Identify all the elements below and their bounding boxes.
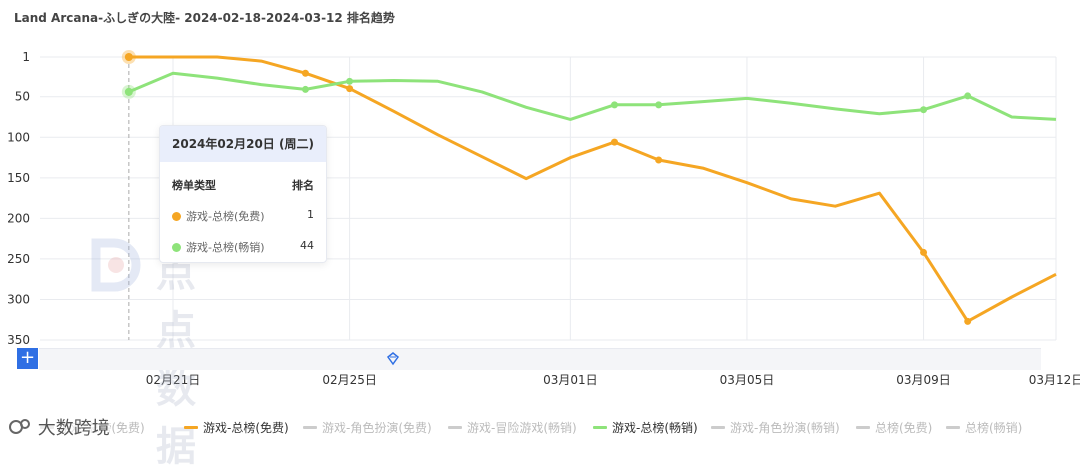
- legend-swatch: [593, 426, 607, 429]
- tooltip-col-type: 榜单类型: [172, 179, 216, 192]
- data-point: [964, 317, 972, 325]
- data-point: [346, 85, 354, 93]
- brand-logo-icon: [9, 419, 30, 434]
- legend-item[interactable]: 总榜(免费): [856, 419, 932, 436]
- legend-swatch: [303, 426, 317, 429]
- data-point: [346, 77, 354, 85]
- x-tick-label: 03月05日: [720, 373, 775, 387]
- legend-label: 游戏-总榜(免费): [203, 421, 289, 435]
- y-tick-label: 250: [7, 252, 30, 266]
- watermark: 点点数据: [88, 235, 196, 470]
- legend-label: 游戏-冒险游戏(畅销): [467, 421, 577, 435]
- tooltip-row-value: 44: [300, 239, 314, 252]
- legend-swatch: [856, 426, 870, 429]
- legend-label: 总榜(畅销): [965, 421, 1023, 435]
- chart-legend: 游戏-总榜(免费) 游戏-总榜(免费) 游戏-角色扮演(免费) 游戏-冒险游戏(…: [0, 412, 1080, 442]
- tooltip-col-rank: 排名: [292, 179, 314, 192]
- tooltip-row: 游戏-总榜(免费) 1: [172, 208, 314, 224]
- watermark-text: 点点数据: [156, 250, 198, 470]
- tooltip-row-label: 游戏-总榜(免费): [186, 210, 265, 223]
- legend-label: 游戏-角色扮演(免费): [322, 421, 432, 435]
- zoom-expand-button[interactable]: +: [17, 348, 38, 369]
- y-tick-label: 100: [7, 130, 30, 144]
- tooltip-date: 2024年02月20日 (周二): [160, 126, 326, 162]
- y-tick-label: 300: [7, 292, 30, 306]
- tooltip-row-label: 游戏-总榜(畅销): [186, 241, 265, 254]
- y-tick-label: 150: [7, 171, 30, 185]
- legend-item[interactable]: 游戏-角色扮演(免费): [303, 419, 432, 436]
- hover-point: [124, 53, 133, 61]
- tooltip-dot: [172, 212, 181, 221]
- legend-item[interactable]: 游戏-总榜(畅销): [593, 419, 698, 436]
- data-zoom-slider[interactable]: [39, 348, 1041, 370]
- legend-label: 游戏-角色扮演(畅销): [730, 421, 840, 435]
- x-tick-label: 03月12日: [1029, 373, 1080, 387]
- x-tick-label: 03月01日: [543, 373, 598, 387]
- data-point: [920, 106, 928, 114]
- tooltip-row-value: 1: [307, 208, 314, 221]
- data-point: [964, 92, 972, 100]
- legend-item[interactable]: 游戏-冒险游戏(畅销): [448, 419, 577, 436]
- chart-title: Land Arcana-ふしぎの大陸- 2024-02-18-2024-03-1…: [14, 11, 395, 25]
- brand-text: 大数跨境: [37, 418, 110, 439]
- legend-item[interactable]: 游戏-总榜(免费): [184, 419, 289, 436]
- tooltip-dot: [172, 243, 181, 252]
- series-line: [128, 55, 1057, 323]
- slider-handle-icon[interactable]: [386, 352, 400, 366]
- legend-label: 游戏-总榜(畅销): [612, 421, 698, 435]
- data-point: [301, 69, 309, 77]
- data-point: [611, 138, 618, 146]
- y-tick-label: 1: [22, 50, 30, 64]
- tooltip-header-row: 榜单类型 排名: [172, 177, 314, 193]
- x-tick-label: 03月09日: [896, 373, 951, 387]
- data-point: [655, 101, 663, 109]
- legend-swatch: [711, 426, 725, 429]
- hover-point: [124, 87, 133, 96]
- legend-swatch: [448, 426, 462, 429]
- data-point: [611, 101, 618, 109]
- data-point: [920, 248, 928, 256]
- tooltip-row: 游戏-总榜(畅销) 44: [172, 239, 314, 255]
- brand-watermark: 大数跨境: [8, 414, 110, 440]
- x-tick-label: 02月25日: [322, 373, 377, 387]
- y-tick-label: 50: [15, 90, 30, 104]
- y-tick-label: 350: [7, 333, 30, 347]
- x-tick-label: 02月21日: [146, 373, 201, 387]
- legend-swatch: [946, 426, 960, 429]
- data-point: [655, 156, 663, 164]
- y-tick-label: 200: [7, 211, 30, 225]
- data-point: [301, 85, 309, 93]
- legend-label: 总榜(免费): [875, 421, 933, 435]
- legend-swatch: [184, 426, 198, 429]
- legend-item[interactable]: 游戏-角色扮演(畅销): [711, 419, 840, 436]
- watermark-logo-icon: [91, 238, 141, 292]
- legend-item[interactable]: 总榜(畅销): [946, 419, 1022, 436]
- series-line: [128, 71, 1057, 121]
- chart-tooltip: 2024年02月20日 (周二) 榜单类型 排名 游戏-总榜(免费) 1 游戏-…: [159, 125, 327, 263]
